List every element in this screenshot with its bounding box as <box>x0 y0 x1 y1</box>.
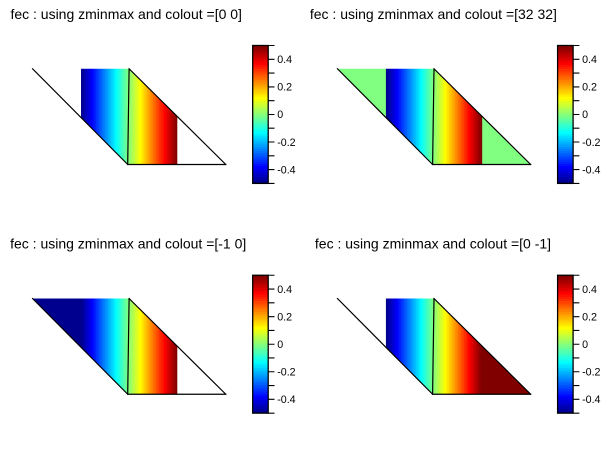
svg-text:fec : using zminmax and colout: fec : using zminmax and colout =[32 32] <box>310 6 557 22</box>
svg-text:fec : using zminmax and colout: fec : using zminmax and colout =[0 -1] <box>315 236 551 252</box>
svg-text:fec : using zminmax and colout: fec : using zminmax and colout =[0 0] <box>10 6 242 22</box>
svg-text:fec : using zminmax and colout: fec : using zminmax and colout =[-1 0] <box>10 236 246 252</box>
